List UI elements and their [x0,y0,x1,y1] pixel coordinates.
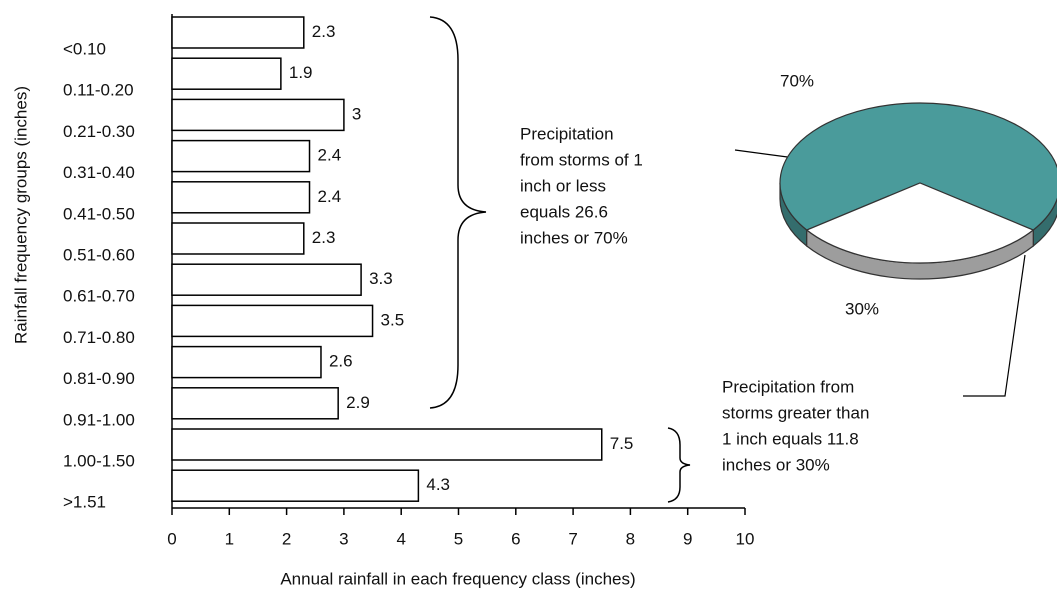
bar [171,428,603,461]
annotation: inches or 30% [722,455,830,474]
value-label: 3.3 [369,269,393,288]
value-label: 2.4 [318,146,342,165]
bar [171,263,362,296]
bar [171,181,311,214]
x-tick-label: 9 [683,529,692,548]
bar [171,222,305,255]
value-label: 3 [352,104,361,123]
bar [171,469,420,502]
y-tick-label: 0.51-0.60 [63,245,135,264]
y-tick-label: 0.81-0.90 [63,369,135,388]
annotation: Precipitation from [722,377,854,396]
bar [171,98,345,132]
x-tick-label: 7 [568,529,577,548]
value-label: 2.3 [312,228,336,247]
bar [171,387,339,420]
value-label: 2.6 [329,352,353,371]
bar [171,345,322,379]
annotation: inches or 70% [520,228,628,247]
y-tick-label: 0.21-0.30 [63,122,135,141]
y-tick-label: >1.51 [63,493,106,512]
annotation: equals 26.6 [520,202,608,221]
brace [667,427,691,503]
value-label: 3.5 [381,310,405,329]
value-label: 2.9 [346,393,370,412]
pie-slice [779,102,1057,231]
value-label: 1.9 [289,63,313,82]
x-tick-label: 1 [225,529,234,548]
bar [171,304,374,338]
brace [429,16,487,409]
y-tick-label: 0.91-1.00 [63,410,135,429]
bar [171,57,282,90]
pie-label: 30% [845,299,879,318]
y-axis-title: Rainfall frequency groups (inches) [11,86,30,344]
annotation: from storms of 1 [520,150,643,169]
annotation: Precipitation [520,124,614,143]
value-label: 4.3 [426,475,450,494]
value-label: 2.3 [312,22,336,41]
x-tick-label: 10 [736,529,755,548]
x-tick-label: 8 [626,529,635,548]
x-tick-label: 5 [454,529,463,548]
annotation: inch or less [520,176,606,195]
leader-line [963,254,1026,397]
pie-slice [805,182,1035,264]
value-label: 2.4 [318,187,342,206]
y-tick-label: 0.61-0.70 [63,287,135,306]
y-tick-label: 0.41-0.50 [63,204,135,223]
x-tick-label: 6 [511,529,520,548]
y-tick-label: 0.11-0.20 [63,81,134,100]
x-tick-label: 0 [167,529,176,548]
y-tick-label: 0.71-0.80 [63,328,135,347]
pie-label: 70% [780,71,814,90]
x-tick-label: 4 [396,529,405,548]
y-tick-label: 1.00-1.50 [63,451,135,470]
bar [171,16,305,49]
x-axis-title: Annual rainfall in each frequency class … [280,569,635,588]
value-label: 7.5 [610,434,634,453]
x-tick-label: 3 [339,529,348,548]
annotation: 1 inch equals 11.8 [722,429,859,448]
y-tick-label: <0.10 [63,39,106,58]
leader-line [734,149,796,159]
y-tick-label: 0.31-0.40 [63,163,135,182]
bar [171,139,311,173]
x-tick-label: 2 [282,529,291,548]
annotation: storms greater than [722,403,869,422]
